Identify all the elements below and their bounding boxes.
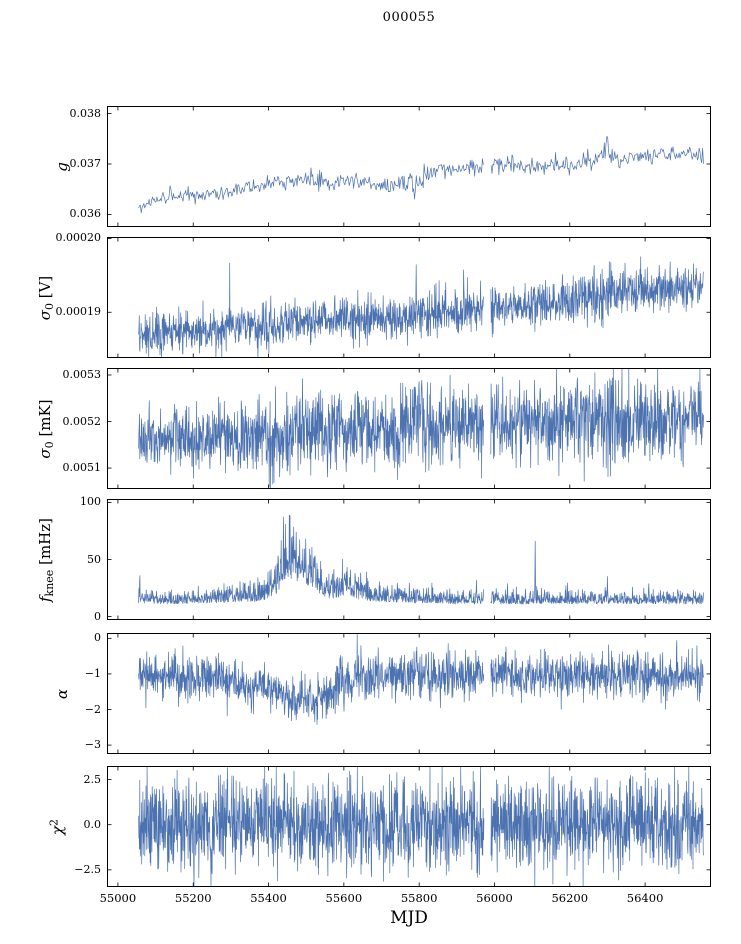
- y-axis-label-sigma0-mK: σ0 [mK]: [36, 398, 56, 459]
- x-tick-label: 56400: [626, 891, 664, 905]
- y-tick-label-sigma0-mK: 0.0051: [62, 461, 102, 475]
- y-axis-label-alpha: α: [53, 688, 71, 699]
- x-tick-label: 56200: [551, 891, 589, 905]
- series-sigma0-mK: [138, 369, 704, 488]
- chart-title: 000055: [382, 10, 436, 25]
- y-tick-label-fknee: 50: [87, 552, 101, 566]
- y-tick-label-sigma0-mK: 0.0052: [62, 414, 102, 428]
- series-chi2: [138, 767, 704, 886]
- y-tick-label-chi2: 0.0: [83, 817, 102, 831]
- y-tick-label-chi2: −2.5: [74, 862, 101, 876]
- y-axis-label-sigma0-V: σ0 [V]: [36, 275, 56, 320]
- x-axis-label: MJD: [390, 908, 428, 928]
- x-tick-label: 55600: [325, 891, 363, 905]
- panel-fknee-plot: [107, 499, 711, 620]
- y-tick-label-fknee: 100: [80, 495, 101, 509]
- y-tick-label-alpha: −1: [84, 666, 101, 680]
- series-fknee: [138, 514, 704, 605]
- y-tick-label-g: 0.038: [69, 106, 102, 120]
- x-tick-label: 55000: [99, 891, 137, 905]
- y-axis-label-g: g: [53, 161, 71, 172]
- y-tick-label-g: 0.036: [69, 207, 102, 221]
- panel-g-plot: [107, 106, 711, 227]
- y-tick-label-chi2: 2.5: [83, 772, 102, 786]
- panel-sigma0-mK-plot: [107, 368, 711, 489]
- y-tick-label-alpha: 0: [94, 631, 101, 645]
- y-tick-label-sigma0-V: 0.00020: [55, 231, 102, 245]
- x-tick-label: 55800: [400, 891, 438, 905]
- series-g: [138, 135, 704, 214]
- y-axis-label-chi2: χ2: [47, 818, 67, 835]
- x-tick-label: 55400: [250, 891, 287, 905]
- panel-chi2-plot: [107, 766, 711, 887]
- x-tick-label: 55200: [174, 891, 212, 905]
- y-tick-label-alpha: −3: [84, 738, 101, 752]
- y-tick-label-g: 0.037: [69, 156, 102, 170]
- series-sigma0-V: [138, 256, 704, 357]
- y-tick-label-sigma0-mK: 0.0053: [62, 367, 102, 381]
- panel-sigma0-V-plot: [107, 237, 711, 358]
- y-tick-label-alpha: −2: [84, 702, 101, 716]
- y-tick-label-sigma0-V: 0.00019: [55, 305, 102, 319]
- y-axis-label-fknee: fknee [mHz]: [36, 517, 56, 602]
- x-tick-label: 56000: [476, 891, 513, 905]
- series-alpha: [138, 634, 704, 725]
- y-tick-label-fknee: 0: [94, 609, 101, 623]
- panel-alpha-plot: [107, 633, 711, 754]
